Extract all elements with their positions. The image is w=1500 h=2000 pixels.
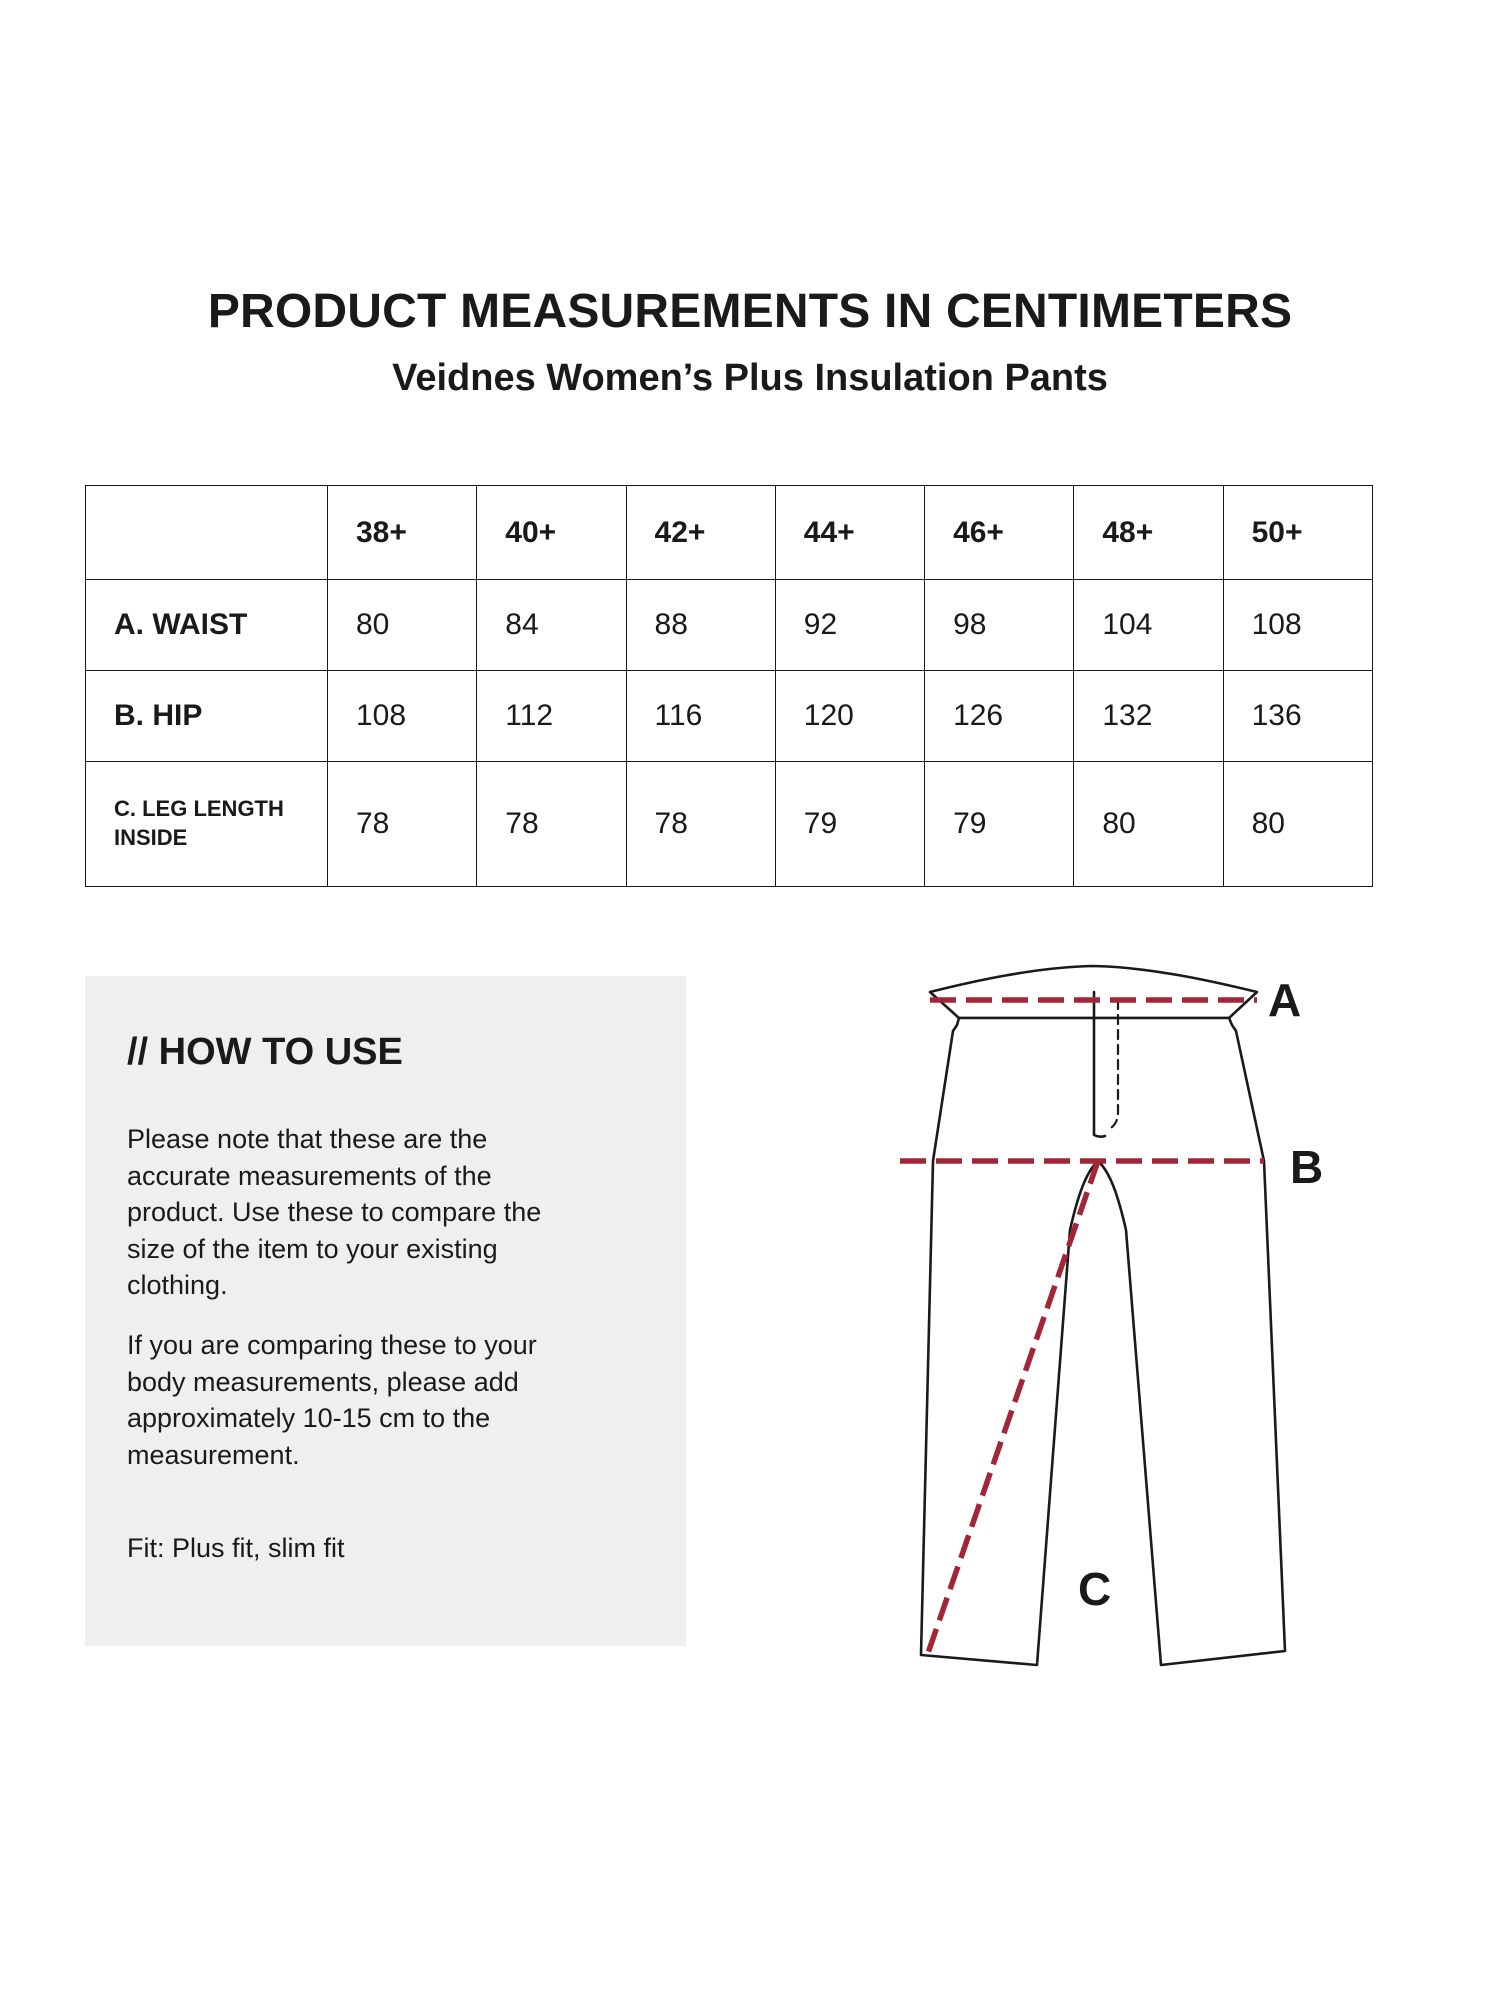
svg-text:B: B [1290,1141,1323,1193]
svg-text:A: A [1268,974,1301,1026]
svg-text:C: C [1078,1563,1111,1615]
